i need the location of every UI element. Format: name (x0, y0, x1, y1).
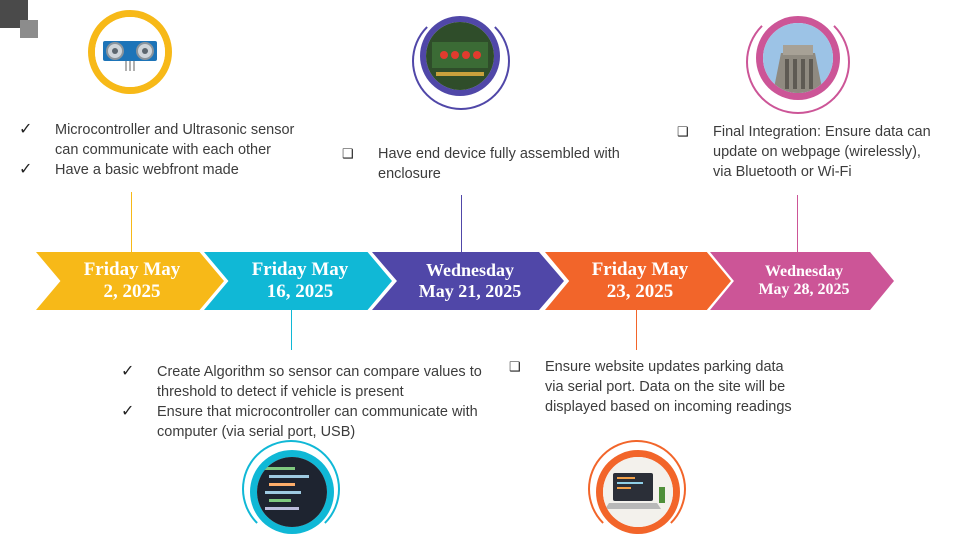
laptop-badge (596, 450, 680, 534)
note-item: ❑ Have end device fully assembled with e… (342, 144, 638, 184)
code-editor-icon (257, 457, 327, 527)
stem-milestone-3 (461, 195, 462, 253)
laptop-icon (603, 457, 673, 527)
milestone-1-notes: ✓ Microcontroller and Ultrasonic sensor … (19, 120, 310, 180)
checkmark-icon: ✓ (19, 121, 33, 138)
checkbox-icon: ❑ (677, 124, 689, 139)
stem-milestone-1 (131, 192, 132, 254)
board-badge-arc (412, 12, 510, 110)
milestone-3-chevron: Wednesday May 21, 2025 (372, 252, 564, 310)
milestone-4-notes: ❑ Ensure website updates parking data vi… (509, 357, 795, 417)
note-item: ❑ Final Integration: Ensure data can upd… (677, 122, 943, 182)
stem-milestone-2 (291, 308, 292, 350)
checkmark-icon: ✓ (121, 403, 135, 420)
code-badge (250, 450, 334, 534)
checkbox-icon: ❑ (342, 146, 354, 161)
milestone-3-date: Wednesday May 21, 2025 (418, 260, 522, 301)
note-item: ✓ Microcontroller and Ultrasonic sensor … (19, 120, 310, 160)
checkbox-icon: ❑ (509, 359, 521, 374)
stem-milestone-4 (636, 308, 637, 350)
milestone-2-chevron: Friday May 16, 2025 (204, 252, 392, 310)
milestone-5-notes: ❑ Final Integration: Ensure data can upd… (677, 122, 943, 182)
milestone-2-notes: ✓ Create Algorithm so sensor can compare… (121, 362, 487, 442)
building-badge (756, 16, 840, 100)
library-building-icon (763, 23, 833, 93)
milestone-4-chevron: Friday May 23, 2025 (545, 252, 731, 310)
milestone-2-date: Friday May 16, 2025 (251, 259, 349, 302)
code-badge-arc (242, 440, 340, 538)
note-text: Have a basic webfront made (55, 162, 239, 178)
milestone-4-date: Friday May 23, 2025 (591, 259, 689, 302)
corner-decoration-light (20, 20, 38, 38)
building-badge-arc (746, 10, 850, 114)
note-text: Have end device fully assembled with enc… (378, 146, 620, 182)
milestone-1-chevron: Friday May 2, 2025 (36, 252, 224, 310)
stem-milestone-5 (797, 195, 798, 253)
milestone-1-date: Friday May 2, 2025 (83, 259, 181, 302)
note-text: Final Integration: Ensure data can updat… (713, 124, 931, 180)
note-item: ✓ Ensure that microcontroller can commun… (121, 402, 487, 442)
note-text: Microcontroller and Ultrasonic sensor ca… (55, 122, 295, 158)
laptop-badge-arc (588, 440, 686, 538)
note-text: Ensure website updates parking data via … (545, 359, 792, 415)
note-item: ✓ Have a basic webfront made (19, 160, 310, 180)
note-item: ✓ Create Algorithm so sensor can compare… (121, 362, 487, 402)
note-text: Ensure that microcontroller can communic… (157, 404, 478, 440)
board-badge (420, 16, 500, 96)
note-item: ❑ Ensure website updates parking data vi… (509, 357, 795, 417)
sensor-badge (88, 10, 172, 94)
ultrasonic-sensor-icon (95, 17, 165, 87)
milestone-3-notes: ❑ Have end device fully assembled with e… (342, 144, 638, 184)
checkmark-icon: ✓ (121, 363, 135, 380)
milestone-5-date: Wednesday May 28, 2025 (758, 262, 850, 298)
note-text: Create Algorithm so sensor can compare v… (157, 364, 482, 400)
milestone-5-chevron: Wednesday May 28, 2025 (710, 252, 894, 310)
circuit-board-icon (426, 22, 494, 90)
checkmark-icon: ✓ (19, 161, 33, 178)
